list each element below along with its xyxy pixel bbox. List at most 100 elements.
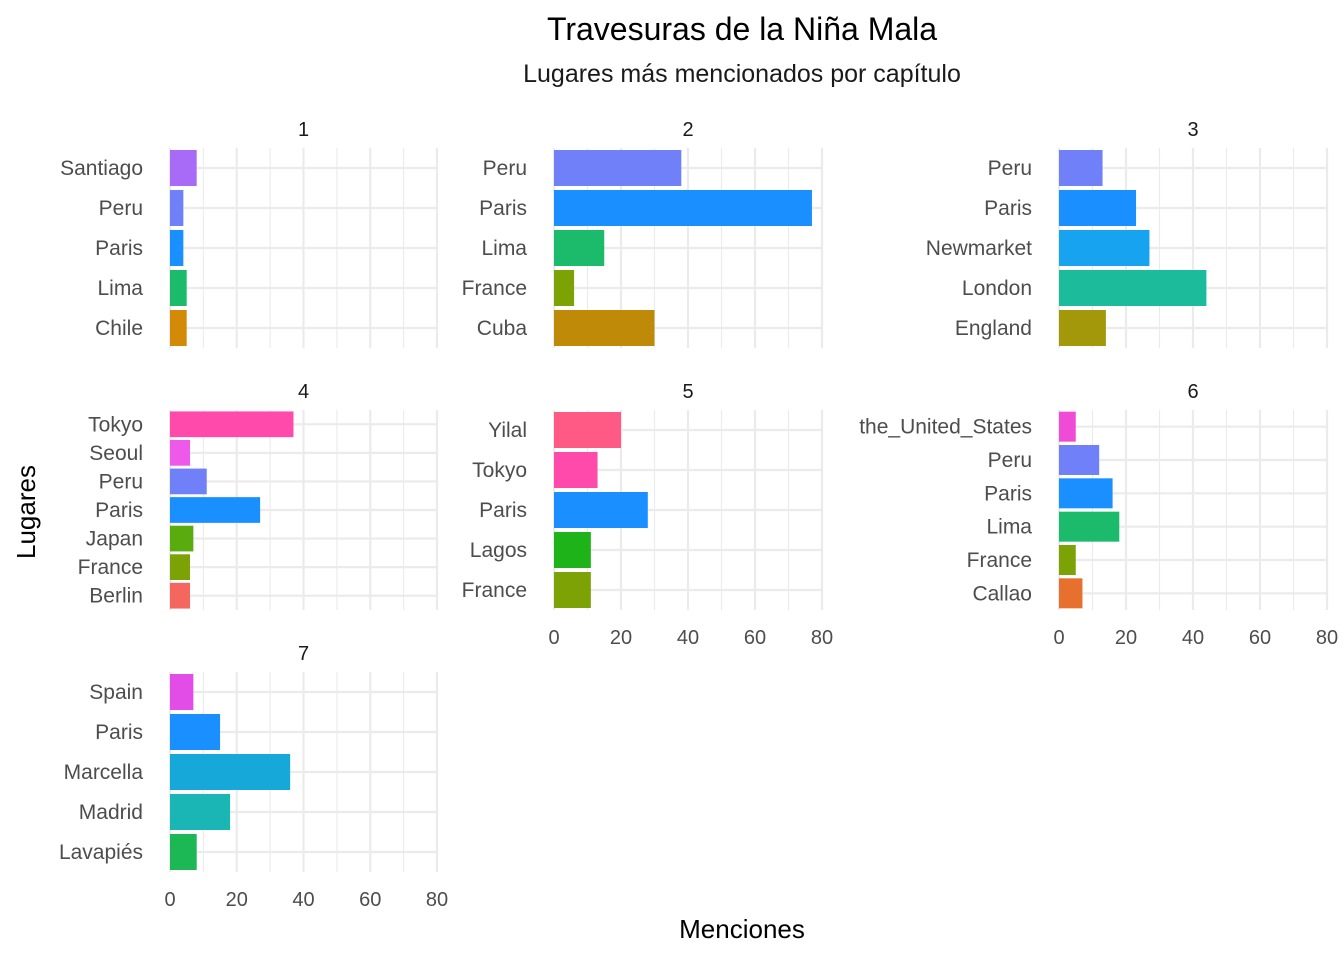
category-label: Peru [99, 470, 143, 493]
bar-Peru [1059, 445, 1100, 475]
bar-Lavapiés [170, 834, 197, 870]
x-tick-label: 0 [548, 627, 559, 649]
chart-title: Travesuras de la Niña Mala [547, 11, 937, 47]
category-label: Berlin [89, 585, 143, 608]
facet-strip-label: 5 [682, 381, 693, 403]
x-tick-label: 0 [1053, 627, 1064, 649]
category-label: Peru [988, 157, 1032, 180]
category-label: Peru [483, 157, 527, 180]
bar-Japan [170, 525, 194, 552]
category-label: France [78, 556, 143, 579]
category-label: London [962, 277, 1032, 300]
facet-panel-4: 4 Tokyo Seoul Peru Paris Japan France Berlin [78, 381, 439, 610]
category-label: Peru [99, 197, 143, 220]
bar-Tokyo [554, 452, 598, 488]
category-label: Newmarket [926, 237, 1032, 260]
category-label: Lagos [470, 539, 527, 562]
category-label: Paris [95, 721, 143, 744]
category-label: Tokyo [88, 413, 143, 436]
x-axis-title: Menciones [679, 914, 805, 944]
x-tick-label: 80 [426, 889, 448, 911]
category-label: England [955, 317, 1032, 340]
category-label: Santiago [60, 157, 143, 180]
bar-the_United_States [1059, 411, 1076, 442]
bar-Paris [1059, 478, 1113, 509]
bar-Newmarket [1059, 230, 1150, 266]
x-tick-label: 40 [292, 889, 314, 911]
bar-Peru [554, 150, 682, 186]
bar-Paris [170, 714, 221, 750]
facet-strip-label: 1 [298, 119, 309, 141]
bar-Marcella [170, 754, 291, 790]
facet-panels: 1 Santiago Peru Paris Lima Chile 2 Peru Paris Lim… [59, 119, 1338, 911]
category-label: Paris [479, 197, 527, 220]
bar-Paris [170, 230, 184, 266]
category-label: Chile [95, 317, 143, 340]
bar-Madrid [170, 794, 231, 830]
bar-Paris [554, 492, 648, 528]
category-label: Lima [97, 277, 143, 300]
chart-subtitle: Lugares más mencionados por capítulo [523, 60, 961, 88]
category-label: Lima [986, 516, 1032, 539]
category-label: Lima [481, 237, 527, 260]
facet-panel-2: 2 Peru Paris Lima France Cuba [462, 119, 824, 348]
category-label: Lavapiés [59, 841, 143, 864]
facet-panel-6: 6 the_United_States Peru Paris Lima France Cal… [859, 381, 1338, 649]
x-tick-label: 60 [1249, 627, 1271, 649]
bar-Chile [170, 310, 187, 346]
category-label: Japan [86, 528, 143, 551]
bar-France [554, 572, 591, 608]
bar-Yilal [554, 412, 621, 448]
bar-England [1059, 310, 1106, 346]
bar-Paris [1059, 190, 1137, 226]
x-tick-label: 40 [1182, 627, 1204, 649]
bar-Seoul [170, 440, 191, 466]
facet-panel-3: 3 Peru Paris Newmarket London England [926, 119, 1329, 348]
category-label: Paris [95, 237, 143, 260]
y-axis-title: Lugares [11, 465, 41, 559]
category-label: France [462, 579, 527, 602]
category-label: Marcella [64, 761, 144, 784]
bar-Spain [170, 674, 194, 710]
bar-Paris [554, 190, 812, 226]
category-label: Callao [972, 582, 1032, 605]
bar-Peru [170, 468, 207, 495]
category-label: Tokyo [472, 459, 527, 482]
x-tick-label: 40 [677, 627, 699, 649]
category-label: Paris [984, 482, 1032, 505]
x-tick-label: 60 [744, 627, 766, 649]
category-label: Paris [95, 499, 143, 522]
facet-panel-7: 7 Spain Paris Marcella Madrid Lavapiés 0 20 40 60… [59, 643, 448, 911]
bar-Santiago [170, 150, 197, 186]
bar-Lima [1059, 511, 1120, 542]
bar-France [170, 554, 191, 580]
facet-strip-label: 7 [298, 643, 309, 665]
bar-Berlin [170, 582, 191, 609]
category-label: Peru [988, 449, 1032, 472]
category-label: Cuba [477, 317, 528, 340]
x-tick-label: 80 [1316, 627, 1338, 649]
category-label: Madrid [79, 801, 143, 824]
bar-London [1059, 270, 1207, 306]
bar-Tokyo [170, 411, 294, 438]
facet-strip-label: 3 [1187, 119, 1198, 141]
bar-Paris [170, 497, 261, 523]
category-label: the_United_States [859, 416, 1032, 439]
bar-Lima [554, 230, 605, 266]
category-label: France [967, 549, 1032, 572]
bar-Peru [1059, 150, 1103, 186]
bar-France [554, 270, 575, 306]
x-tick-label: 20 [226, 889, 248, 911]
category-label: Paris [984, 197, 1032, 220]
bar-Lima [170, 270, 187, 306]
category-label: Spain [89, 681, 143, 704]
category-label: Yilal [488, 419, 527, 442]
x-tick-label: 0 [164, 889, 175, 911]
facet-strip-label: 2 [682, 119, 693, 141]
bar-Peru [170, 190, 184, 226]
bar-France [1059, 545, 1076, 575]
x-tick-label: 20 [610, 627, 632, 649]
bar-Callao [1059, 578, 1083, 609]
x-tick-label: 80 [811, 627, 833, 649]
bar-Cuba [554, 310, 655, 346]
